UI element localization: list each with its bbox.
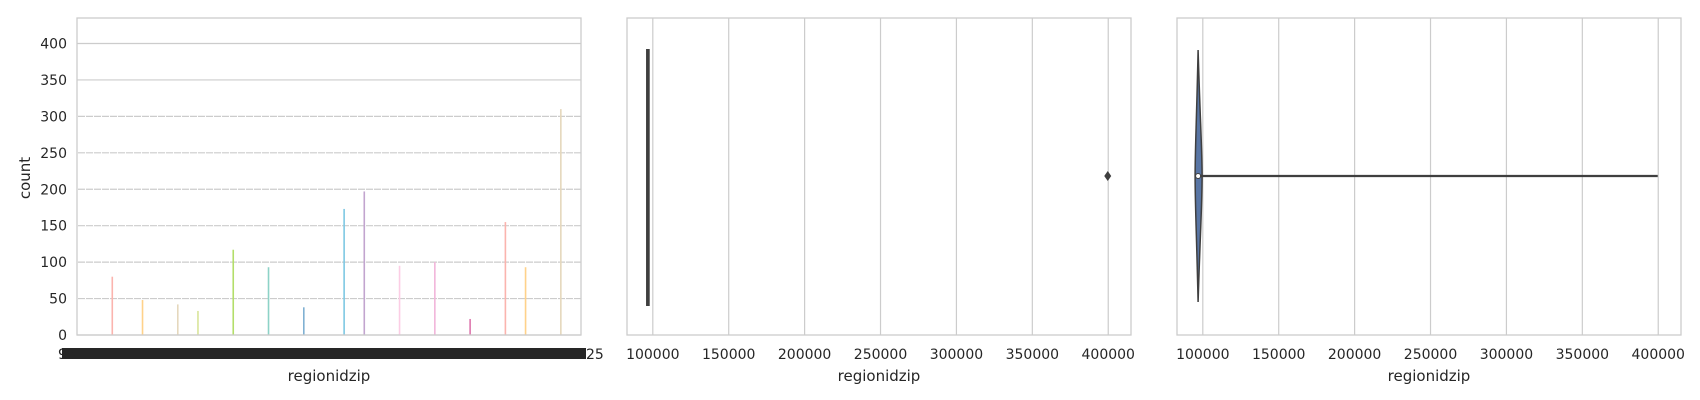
count-bar	[267, 267, 270, 335]
violin-median-marker	[1195, 173, 1202, 179]
count-x-tick-fragment-left: 95	[58, 347, 76, 363]
boxplot-x-tick-label: 400000	[1082, 347, 1135, 363]
boxplot-x-tick-label: 350000	[1006, 347, 1059, 363]
boxplot-panel: 100000 150000 200000 250000 300000 350000 4000…	[626, 17, 1135, 385]
boxplot-plot-frame	[626, 17, 1132, 336]
count-bar	[434, 262, 436, 335]
count-bar	[504, 222, 507, 335]
violin-x-tick-labels: 100000 150000 200000 250000 300000 350000 4000…	[1176, 347, 1685, 363]
boxplot-plot-area	[627, 18, 1131, 335]
count-bar	[363, 191, 366, 335]
count-bar	[343, 208, 345, 335]
count-x-tick-fragment-right: 25	[586, 347, 604, 363]
count-bar	[560, 109, 562, 336]
boxplot-x-tick-labels: 100000 150000 200000 250000 300000 350000 4000…	[626, 347, 1135, 363]
boxplot-x-tick-label: 100000	[626, 347, 679, 363]
boxplot-x-axis-label: regionidzip	[838, 367, 921, 385]
count-x-axis-label: regionidzip	[288, 367, 371, 385]
violin-panel: 100000 150000 200000 250000 300000 350000 4000…	[1176, 17, 1685, 385]
count-bar	[141, 300, 144, 335]
count-y-tick-label: 250	[40, 146, 67, 162]
count-y-axis-label: count	[16, 157, 34, 199]
violin-x-tick-label: 250000	[1404, 347, 1457, 363]
count-y-tick-label: 300	[40, 109, 67, 125]
boxplot-x-tick-label: 250000	[854, 347, 907, 363]
count-y-tick-label: 50	[49, 292, 67, 308]
violin-x-tick-label: 200000	[1328, 347, 1381, 363]
violin-x-tick-label: 100000	[1176, 347, 1229, 363]
count-y-tick-label: 0	[58, 328, 67, 344]
count-bar	[303, 307, 305, 335]
count-bar	[177, 304, 179, 335]
violin-plot-frame	[1176, 17, 1682, 336]
count-bar	[197, 310, 199, 335]
violin-x-tick-label: 300000	[1480, 347, 1533, 363]
count-y-tick-label: 150	[40, 219, 67, 235]
count-bar	[398, 265, 401, 335]
count-y-tick-label: 200	[40, 182, 67, 198]
violin-x-tick-label: 150000	[1252, 347, 1305, 363]
violin-shape	[1194, 49, 1658, 303]
count-plot-frame	[76, 17, 582, 336]
count-panel: 0 50 100 150 200 250 300 350 400 95 25 regionidz…	[16, 17, 604, 385]
count-plot-area	[77, 18, 581, 335]
violin-x-tick-label: 400000	[1632, 347, 1685, 363]
violin-x-axis-label: regionidzip	[1388, 367, 1471, 385]
count-bar	[232, 249, 235, 335]
count-y-tick-label: 350	[40, 73, 67, 89]
boxplot-outlier	[1104, 171, 1112, 181]
boxplot-x-tick-label: 200000	[778, 347, 831, 363]
count-y-tick-label: 100	[40, 255, 67, 271]
count-x-tick-label-overlap	[62, 348, 586, 359]
count-bar	[524, 267, 527, 335]
count-y-tick-label: 400	[40, 37, 67, 53]
violin-x-tick-label: 350000	[1556, 347, 1609, 363]
count-bars	[111, 109, 562, 336]
boxplot-x-tick-label: 300000	[930, 347, 983, 363]
count-bar	[469, 318, 471, 335]
boxplot-x-tick-label: 150000	[702, 347, 755, 363]
count-bar	[111, 276, 114, 335]
count-y-tick-labels: 0 50 100 150 200 250 300 350 400	[40, 37, 67, 344]
boxplot-box	[646, 49, 1112, 306]
